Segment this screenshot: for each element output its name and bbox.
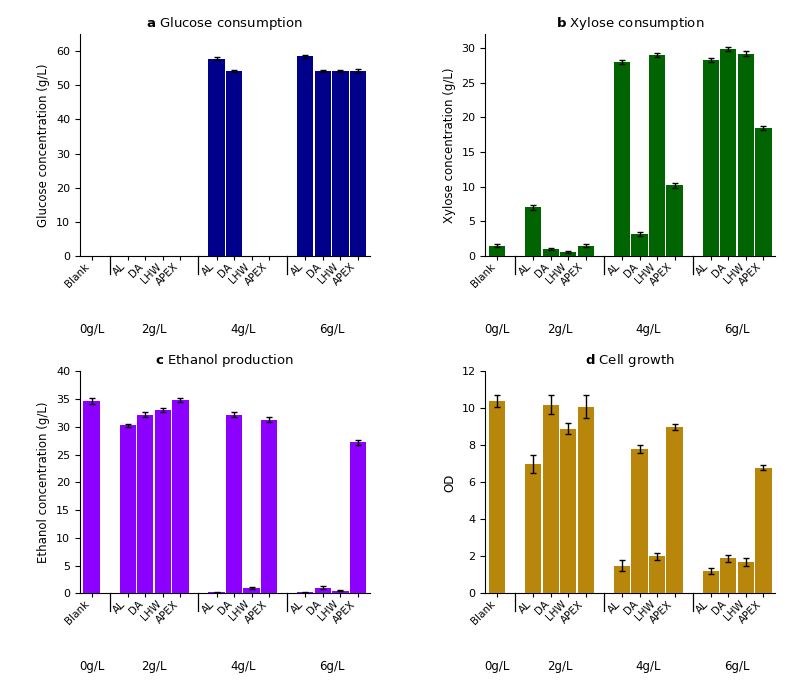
Title: $\mathbf{b}$ Xylose consumption: $\mathbf{b}$ Xylose consumption — [556, 15, 705, 32]
Text: 4g/L: 4g/L — [230, 660, 256, 673]
Text: 2g/L: 2g/L — [547, 323, 572, 336]
Bar — [631, 449, 648, 593]
Bar — [489, 246, 505, 256]
Bar — [649, 55, 666, 256]
Text: 0g/L: 0g/L — [79, 323, 104, 336]
Bar — [614, 62, 630, 256]
Bar — [172, 400, 189, 593]
Bar — [614, 565, 630, 593]
Bar — [226, 415, 242, 593]
Bar — [137, 415, 153, 593]
Bar — [525, 464, 542, 593]
Bar — [226, 71, 242, 256]
Bar — [560, 252, 577, 256]
Bar — [578, 246, 594, 256]
Bar — [720, 49, 737, 256]
Bar — [560, 429, 577, 593]
Text: 0g/L: 0g/L — [484, 660, 510, 673]
Bar — [315, 588, 331, 593]
Bar — [755, 128, 772, 256]
Bar — [350, 443, 366, 593]
Text: 0g/L: 0g/L — [79, 660, 104, 673]
Bar — [261, 419, 277, 593]
Bar — [737, 53, 754, 256]
Text: 0g/L: 0g/L — [484, 323, 510, 336]
Bar — [120, 426, 136, 593]
Bar — [666, 186, 683, 256]
Text: 2g/L: 2g/L — [141, 323, 167, 336]
Bar — [83, 401, 100, 593]
Bar — [332, 591, 348, 593]
Text: 6g/L: 6g/L — [725, 660, 749, 673]
Bar — [297, 57, 313, 256]
Text: 6g/L: 6g/L — [725, 323, 749, 336]
Y-axis label: OD: OD — [443, 473, 456, 492]
Bar — [702, 60, 719, 256]
Bar — [543, 249, 559, 256]
Bar — [578, 406, 594, 593]
Bar — [649, 557, 666, 593]
Bar — [209, 592, 225, 593]
Text: 2g/L: 2g/L — [547, 660, 572, 673]
Bar — [737, 562, 754, 593]
Bar — [244, 589, 260, 593]
Bar — [631, 234, 648, 256]
Title: $\mathbf{c}$ Ethanol production: $\mathbf{c}$ Ethanol production — [155, 353, 294, 370]
Bar — [755, 468, 772, 593]
Bar — [720, 558, 737, 593]
Text: 6g/L: 6g/L — [319, 660, 344, 673]
Bar — [155, 411, 171, 593]
Text: 4g/L: 4g/L — [635, 323, 661, 336]
Title: $\mathbf{a}$ Glucose consumption: $\mathbf{a}$ Glucose consumption — [146, 15, 303, 32]
Y-axis label: Ethanol concentration (g/L): Ethanol concentration (g/L) — [38, 402, 50, 563]
Y-axis label: Glucose concentration (g/L): Glucose concentration (g/L) — [38, 63, 50, 227]
Text: 4g/L: 4g/L — [635, 660, 661, 673]
Text: 2g/L: 2g/L — [141, 660, 167, 673]
Bar — [702, 571, 719, 593]
Bar — [350, 71, 366, 256]
Bar — [543, 404, 559, 593]
Bar — [315, 71, 331, 256]
Title: $\mathbf{d}$ Cell growth: $\mathbf{d}$ Cell growth — [585, 353, 675, 370]
Bar — [209, 59, 225, 256]
Bar — [297, 592, 313, 593]
Text: 4g/L: 4g/L — [230, 323, 256, 336]
Bar — [666, 427, 683, 593]
Bar — [525, 207, 542, 256]
Text: 6g/L: 6g/L — [319, 323, 344, 336]
Bar — [489, 401, 505, 593]
Bar — [332, 71, 348, 256]
Y-axis label: Xylose concentration (g/L): Xylose concentration (g/L) — [443, 68, 456, 223]
